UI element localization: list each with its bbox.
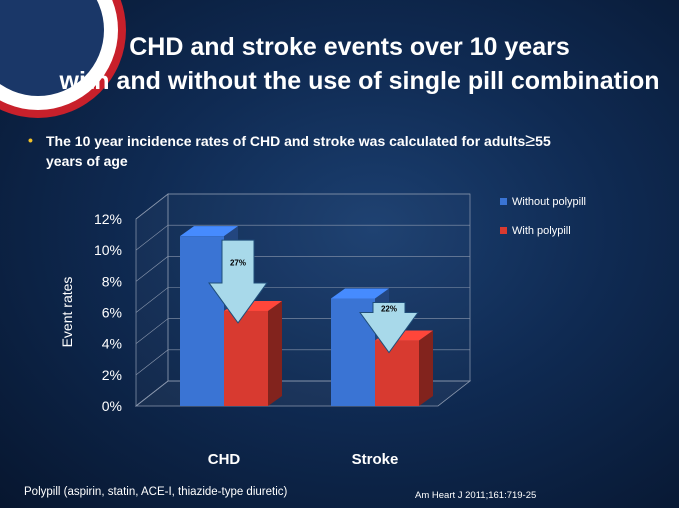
bullet-dot: • [28,132,33,148]
reduction-label: 27% [230,259,246,268]
footnote: Polypill (aspirin, statin, ACE-I, thiazi… [24,486,288,498]
reduction-arrow [208,239,268,324]
legend-label: Without polypill [512,196,586,208]
y-tick-label: 2% [102,367,122,383]
bullet-value: 55 [535,133,551,149]
bullet-symbol: ≥ [525,130,536,150]
reference: Am Heart J 2011;161:719-25 [415,490,537,501]
bar-with-polypill-stroke [375,340,419,406]
y-axis-title: Event rates [59,277,75,348]
y-tick-label: 6% [102,305,122,321]
gridline [135,224,470,251]
bullet-text: The 10 year incidence rates of CHD and s… [46,130,626,171]
bar-top [180,226,238,237]
y-tick-label: 4% [102,336,122,352]
bar-side [268,300,282,406]
brand-logo [0,0,126,118]
bullet-prefix: The 10 year incidence rates of CHD and s… [46,133,526,149]
bar-top [331,288,389,299]
y-tick-label: 0% [102,398,122,414]
reduction-arrow [359,301,419,354]
title-line-1: CHD and stroke events over 10 years [129,33,570,61]
x-category-label: CHD [208,451,241,468]
legend-label: With polypill [512,225,571,237]
bar-without-polypill-chd [180,236,224,406]
bullet-suffix: years of age [46,153,128,169]
title-line-2: with and without the use of single pill … [59,67,660,95]
gridline [135,193,470,220]
gridline [135,287,470,313]
y-tick-label: 12% [94,211,122,227]
slide-title: CHD and stroke events over 10 years with… [0,30,679,98]
y-tick-label: 8% [102,273,122,289]
reduction-label: 22% [381,305,397,314]
bar-with-polypill-chd [224,310,268,406]
gridline [135,256,470,282]
y-tick-label: 10% [94,242,122,258]
x-category-label: Stroke [352,451,399,468]
legend-swatch [500,198,507,205]
bar-side [419,330,433,406]
legend-swatch [500,227,507,234]
